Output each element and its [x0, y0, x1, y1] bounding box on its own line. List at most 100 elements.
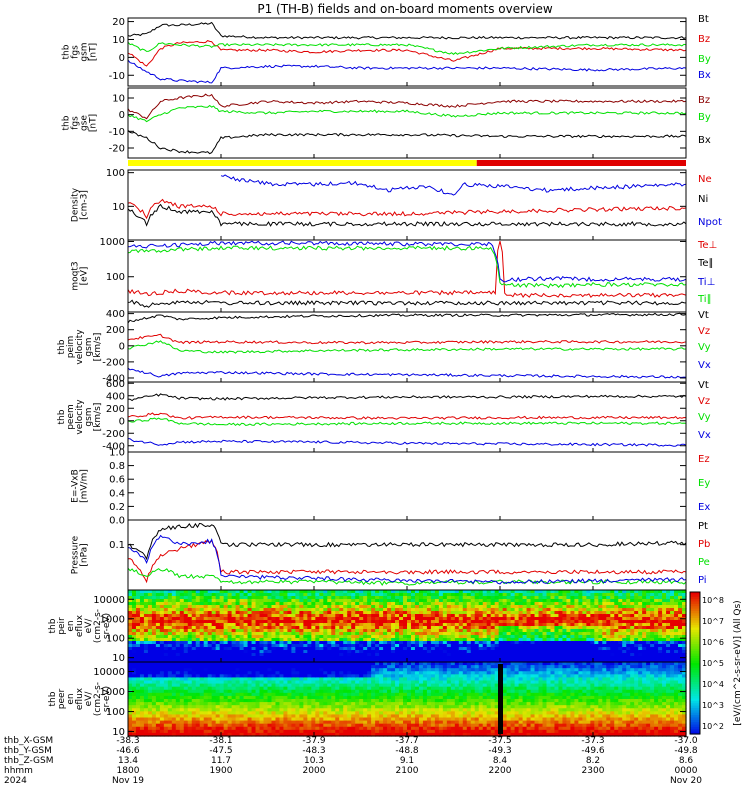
spectrogram-cell: [446, 635, 452, 639]
spectrogram-cell: [259, 692, 265, 697]
spectrogram-cell: [275, 695, 281, 700]
spectrogram-cell: [339, 620, 344, 624]
spectrogram-cell: [347, 602, 352, 606]
spectrogram-cell: [355, 614, 360, 618]
spectrogram-cell: [606, 614, 611, 618]
spectrogram-cell: [426, 641, 432, 645]
spectrogram-cell: [247, 729, 253, 734]
spectrogram-cell: [303, 680, 308, 685]
spectrogram-cell: [128, 647, 133, 651]
spectrogram-cell: [482, 644, 488, 648]
y-axis-label-line: thb: [48, 618, 58, 633]
series-line-By: [127, 104, 687, 123]
spectrogram-cell: [287, 692, 293, 697]
spectrogram-cell: [255, 632, 261, 636]
spectrogram-cell: [486, 602, 492, 606]
spectrogram-cell: [287, 599, 293, 603]
spectrogram-cell: [586, 611, 591, 615]
spectrogram-cell: [239, 623, 245, 627]
spectrogram-cell: [255, 626, 261, 630]
spectrogram-cell: [307, 641, 312, 645]
spectrogram-cell: [522, 650, 528, 654]
spectrogram-cell: [662, 659, 667, 663]
series-line-Vz: [127, 412, 687, 420]
spectrogram-cell: [251, 653, 257, 657]
spectrogram-cell: [243, 659, 249, 663]
spectrogram-cell: [315, 590, 320, 594]
spectrogram-cell: [227, 726, 233, 731]
spectrogram-cell: [614, 602, 619, 606]
spectrogram-cell: [219, 647, 225, 651]
spectrogram-cell: [582, 641, 587, 645]
spectrogram-cell: [630, 605, 635, 609]
spectrogram-cell: [203, 699, 209, 703]
spectrogram-cell: [650, 632, 655, 636]
spectrogram-cell: [486, 605, 492, 609]
spectrogram-cell: [546, 653, 552, 657]
spectrogram-cell: [291, 590, 296, 594]
spectrogram-cell: [299, 605, 304, 609]
spectrogram-cell: [562, 656, 568, 660]
spectrogram-cell: [143, 647, 149, 651]
legend-Ti∥: Ti∥: [697, 294, 712, 305]
spectrogram-cell: [207, 641, 213, 645]
spectrogram-cell: [331, 617, 336, 621]
spectrogram-cell: [323, 653, 328, 657]
spectrogram-cell: [271, 732, 277, 737]
spectrogram-cell: [128, 659, 133, 663]
spectrogram-cell: [618, 626, 623, 630]
spectrogram-cell: [231, 626, 237, 630]
spectrogram-cell: [143, 644, 149, 648]
spectrogram-cell: [379, 635, 384, 639]
spectrogram-cell: [578, 623, 583, 627]
spectrogram-cell: [462, 620, 468, 624]
spectrogram-cell: [682, 647, 687, 651]
spectrogram-cell: [199, 617, 205, 621]
spectrogram-cell: [151, 662, 157, 666]
spectrogram-cell: [275, 674, 281, 679]
spectrogram-cell: [367, 638, 372, 642]
spectrogram-cell: [335, 695, 340, 700]
spectrogram-cell: [566, 656, 572, 660]
spectrogram-cell: [662, 623, 667, 627]
spectrogram-cell: [327, 714, 332, 719]
spectrogram-cell: [538, 638, 544, 642]
spectrogram-cell: [650, 611, 655, 615]
spectrogram-cell: [526, 638, 532, 642]
spectrogram-cell: [267, 620, 273, 624]
spectrogram-cell: [626, 599, 631, 603]
spectrogram-cell: [291, 686, 296, 691]
spectrogram-cell: [554, 617, 560, 621]
spectrogram-cell: [291, 668, 296, 672]
spectrogram-cell: [155, 590, 161, 594]
spectrogram-cell: [203, 705, 209, 709]
spectrogram-cell: [223, 695, 229, 700]
spectrogram-cell: [171, 717, 177, 722]
spectrogram-cell: [179, 677, 185, 682]
spectrogram-cell: [658, 590, 663, 594]
spectrogram-cell: [442, 602, 448, 606]
spectrogram-cell: [486, 596, 492, 600]
spectrogram-cell: [494, 659, 500, 663]
spectrogram-cell: [434, 632, 440, 636]
spectrogram-cell: [550, 620, 556, 624]
spectrogram-cell: [646, 614, 651, 618]
spectrogram-cell: [299, 674, 304, 679]
spectrogram-cell: [163, 686, 169, 691]
spectrogram-cell: [147, 641, 153, 645]
spectrogram-cell: [422, 653, 428, 657]
spectrogram-cell: [207, 714, 213, 719]
spectrogram-cell: [638, 605, 643, 609]
spectrogram-cell: [315, 711, 320, 716]
spectrogram-cell: [163, 641, 169, 645]
spectrogram-cell: [135, 614, 141, 618]
spectrogram-cell: [183, 611, 189, 615]
spectrogram-cell: [311, 677, 316, 682]
spectrogram-cell: [299, 614, 304, 618]
spectrogram-cell: [235, 732, 241, 737]
spectrogram-cell: [135, 674, 141, 679]
spectrogram-cell: [602, 602, 607, 606]
spectrogram-cell: [171, 677, 177, 682]
spectrogram-cell: [279, 717, 285, 722]
spectrogram-cell: [128, 632, 133, 636]
